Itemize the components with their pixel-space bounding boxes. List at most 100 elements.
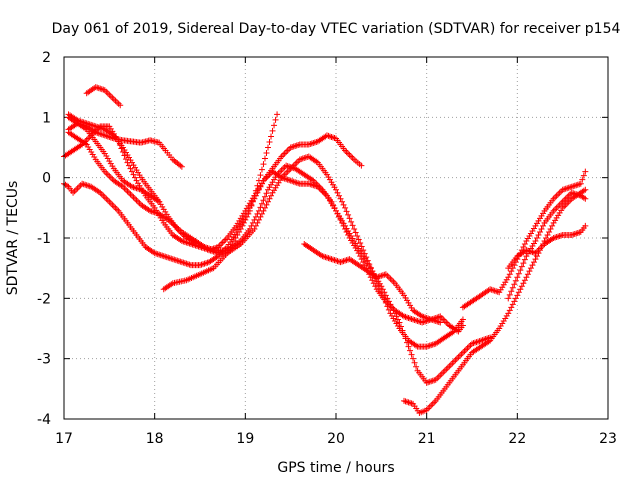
data-point <box>115 138 122 145</box>
data-point <box>336 192 343 199</box>
data-point <box>255 186 262 193</box>
data-point <box>404 339 411 346</box>
data-point <box>357 240 364 247</box>
data-point <box>261 204 268 211</box>
data-point <box>229 241 236 248</box>
data-point <box>122 156 129 163</box>
data-point <box>257 213 264 220</box>
data-point <box>515 270 522 277</box>
y-tick-label: 2 <box>42 50 51 66</box>
data-point <box>511 262 518 269</box>
data-point <box>349 222 356 229</box>
data-point <box>337 195 344 202</box>
data-point <box>511 298 518 305</box>
data-point <box>509 301 516 308</box>
data-point <box>234 231 241 238</box>
data-point <box>246 207 253 214</box>
data-point <box>178 163 185 170</box>
data-point <box>127 165 134 172</box>
data-point <box>397 323 404 330</box>
data-point <box>358 243 365 250</box>
data-point <box>382 299 389 306</box>
data-point <box>116 141 123 148</box>
data-point <box>231 238 237 245</box>
data-point <box>225 247 232 254</box>
data-point <box>372 283 379 290</box>
data-point <box>266 195 273 202</box>
data-point <box>508 268 515 275</box>
data-point <box>402 335 409 342</box>
data-point <box>257 204 264 211</box>
data-point <box>518 263 525 270</box>
data-point <box>255 177 262 184</box>
data-point <box>384 303 391 310</box>
data-point <box>393 313 400 320</box>
series-group <box>61 84 589 416</box>
x-tick-label: 20 <box>327 431 345 447</box>
data-point <box>381 296 388 303</box>
data-point <box>521 241 528 248</box>
data-point <box>355 236 362 243</box>
data-point <box>410 355 417 362</box>
data-point <box>523 274 530 281</box>
data-point <box>546 228 553 235</box>
data-point <box>266 138 273 145</box>
data-point <box>260 197 267 204</box>
data-point <box>260 207 267 214</box>
data-point <box>515 289 522 296</box>
data-point <box>405 343 412 350</box>
data-point <box>580 172 587 179</box>
data-point <box>547 225 554 232</box>
data-point <box>258 166 265 173</box>
data-point <box>401 331 407 338</box>
data-point <box>521 256 528 263</box>
data-point <box>227 244 234 251</box>
data-point <box>358 162 365 169</box>
data-point <box>532 256 539 263</box>
series-trace-a <box>83 84 124 109</box>
data-point <box>538 225 545 232</box>
data-point <box>265 198 271 205</box>
data-point <box>385 306 392 313</box>
y-tick-label: -1 <box>37 231 51 247</box>
data-point <box>390 307 397 314</box>
data-point <box>251 192 258 199</box>
data-point <box>399 327 406 334</box>
data-point <box>354 232 361 239</box>
data-point <box>352 229 359 236</box>
data-point <box>258 210 265 217</box>
data-point <box>411 359 418 366</box>
data-point <box>346 215 353 222</box>
data-point <box>117 102 124 109</box>
data-point <box>517 267 524 274</box>
data-point <box>342 204 349 211</box>
data-point <box>582 195 589 202</box>
data-point <box>521 277 528 284</box>
data-point <box>408 351 415 358</box>
data-point <box>360 259 367 266</box>
data-point <box>514 274 521 281</box>
data-point <box>333 186 339 193</box>
data-point <box>265 144 271 151</box>
data-point <box>243 213 250 220</box>
data-point <box>396 319 403 326</box>
data-point <box>261 193 268 200</box>
data-point <box>351 225 358 232</box>
data-point <box>506 291 513 298</box>
series-trace-l <box>505 189 589 302</box>
x-tick-label: 18 <box>146 431 164 447</box>
data-point <box>505 295 512 302</box>
data-point <box>379 286 386 293</box>
series-trace-f <box>61 123 365 254</box>
x-axis-title: GPS time / hours <box>277 460 394 476</box>
data-point <box>520 260 527 267</box>
data-point <box>533 235 540 241</box>
data-point <box>506 307 513 314</box>
data-point <box>505 274 512 281</box>
data-point <box>381 289 388 296</box>
plot-frame <box>63 56 609 420</box>
data-point <box>384 295 391 302</box>
data-point <box>240 219 247 226</box>
series-trace-i <box>301 241 444 326</box>
